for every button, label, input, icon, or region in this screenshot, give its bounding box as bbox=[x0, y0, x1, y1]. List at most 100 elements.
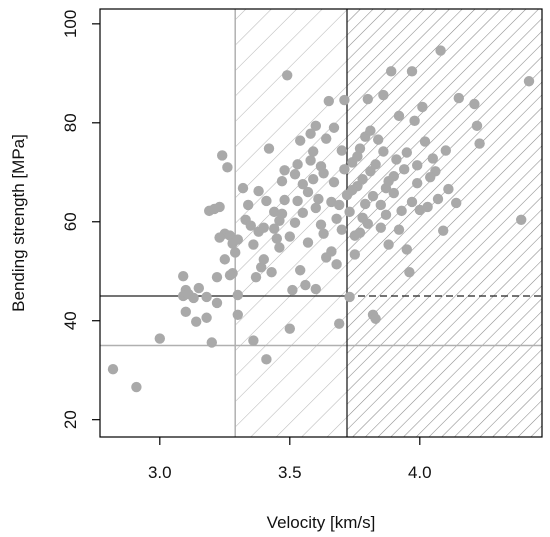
data-point-50 bbox=[300, 279, 311, 291]
data-point-108 bbox=[516, 214, 527, 225]
data-point-56 bbox=[315, 219, 327, 230]
data-point-115 bbox=[250, 271, 262, 283]
data-point-53 bbox=[308, 146, 319, 157]
data-point-49 bbox=[297, 207, 308, 219]
data-point-27 bbox=[232, 309, 243, 320]
data-point-21 bbox=[224, 230, 236, 241]
data-point-110 bbox=[214, 232, 225, 243]
x-axis-title: Velocity [km/s] bbox=[267, 513, 376, 532]
data-point-77 bbox=[370, 313, 381, 324]
data-point-102 bbox=[440, 145, 451, 156]
data-point-4 bbox=[178, 270, 189, 282]
data-point-79 bbox=[375, 199, 386, 211]
data-point-78 bbox=[373, 134, 384, 145]
data-point-8 bbox=[180, 306, 191, 318]
data-point-103 bbox=[451, 197, 462, 209]
data-point-43 bbox=[282, 70, 293, 81]
data-point-106 bbox=[471, 120, 483, 131]
data-point-135 bbox=[334, 199, 345, 211]
data-point-129 bbox=[310, 202, 321, 214]
data-point-54 bbox=[310, 120, 321, 131]
data-point-165 bbox=[331, 259, 342, 270]
data-point-160 bbox=[443, 183, 454, 195]
data-point-137 bbox=[339, 164, 350, 175]
data-point-61 bbox=[328, 122, 340, 133]
data-point-117 bbox=[258, 222, 269, 233]
data-point-23 bbox=[232, 234, 243, 245]
data-point-163 bbox=[295, 265, 306, 276]
data-point-35 bbox=[261, 195, 272, 207]
data-point-118 bbox=[266, 267, 277, 278]
y-tick-label: 40 bbox=[61, 311, 80, 330]
data-point-18 bbox=[217, 150, 228, 161]
data-point-88 bbox=[401, 244, 412, 255]
data-point-46 bbox=[289, 169, 301, 180]
data-point-87 bbox=[396, 205, 407, 217]
data-point-122 bbox=[279, 194, 290, 206]
data-point-59 bbox=[323, 95, 334, 107]
data-point-138 bbox=[344, 206, 355, 218]
data-point-156 bbox=[401, 147, 412, 158]
data-point-89 bbox=[404, 267, 415, 278]
data-point-157 bbox=[406, 196, 418, 208]
data-point-10 bbox=[193, 282, 204, 294]
y-tick-label: 60 bbox=[61, 212, 80, 231]
data-point-83 bbox=[386, 66, 397, 77]
data-point-74 bbox=[362, 93, 373, 105]
data-point-97 bbox=[427, 153, 438, 164]
data-point-2 bbox=[131, 381, 142, 393]
data-point-55 bbox=[313, 193, 324, 205]
data-point-150 bbox=[378, 146, 389, 157]
data-point-121 bbox=[276, 208, 288, 220]
data-point-113 bbox=[243, 199, 254, 211]
data-point-116 bbox=[253, 185, 264, 197]
data-point-36 bbox=[263, 143, 275, 154]
data-point-85 bbox=[391, 154, 402, 165]
data-point-11 bbox=[201, 291, 212, 303]
data-point-146 bbox=[365, 125, 376, 136]
data-point-141 bbox=[352, 151, 363, 162]
data-point-64 bbox=[336, 145, 347, 156]
data-point-147 bbox=[367, 190, 379, 202]
data-point-92 bbox=[412, 177, 423, 189]
data-point-145 bbox=[362, 218, 373, 229]
data-point-99 bbox=[432, 193, 444, 205]
data-point-33 bbox=[256, 262, 267, 273]
data-point-48 bbox=[295, 135, 306, 146]
data-point-125 bbox=[292, 195, 303, 207]
data-point-82 bbox=[383, 239, 394, 250]
data-point-136 bbox=[336, 224, 347, 235]
data-point-86 bbox=[393, 110, 405, 122]
data-point-140 bbox=[349, 249, 360, 260]
data-point-152 bbox=[383, 175, 394, 187]
data-point-149 bbox=[375, 222, 386, 233]
data-point-111 bbox=[219, 254, 230, 265]
data-point-161 bbox=[191, 316, 202, 327]
x-axis: 3.0 3.5 4.0 bbox=[148, 437, 432, 482]
data-point-151 bbox=[380, 209, 392, 221]
data-point-26 bbox=[232, 289, 243, 301]
hatched-region-2 bbox=[347, 9, 542, 437]
data-point-105 bbox=[469, 98, 480, 110]
x-tick-label: 3.0 bbox=[148, 463, 172, 482]
data-point-100 bbox=[435, 45, 446, 56]
data-point-13 bbox=[206, 337, 217, 348]
data-point-139 bbox=[347, 184, 358, 196]
data-point-47 bbox=[292, 159, 303, 170]
data-point-65 bbox=[339, 94, 350, 106]
data-point-38 bbox=[269, 206, 280, 218]
y-tick-label: 100 bbox=[61, 10, 80, 38]
data-point-143 bbox=[357, 174, 368, 185]
data-point-71 bbox=[354, 143, 366, 154]
data-point-39 bbox=[271, 233, 282, 244]
x-tick-label: 4.0 bbox=[408, 463, 432, 482]
data-point-107 bbox=[474, 138, 485, 149]
data-point-14 bbox=[211, 271, 223, 283]
data-point-104 bbox=[453, 92, 464, 104]
data-point-19 bbox=[222, 162, 233, 173]
data-point-52 bbox=[305, 155, 316, 166]
data-point-51 bbox=[302, 186, 314, 198]
data-point-120 bbox=[274, 242, 285, 253]
data-point-109 bbox=[523, 76, 535, 87]
